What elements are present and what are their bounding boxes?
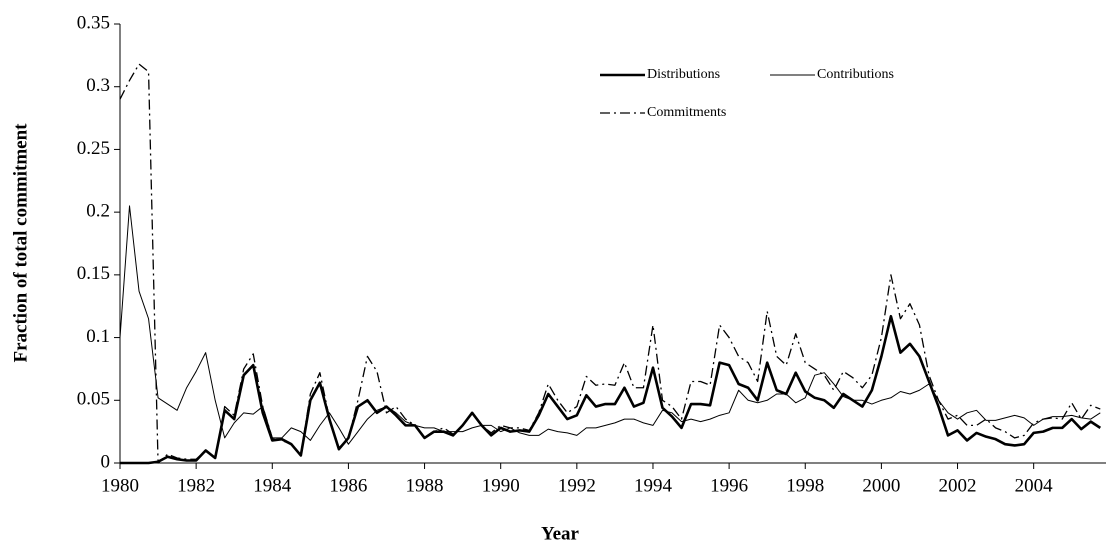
x-tick-label: 1984	[253, 475, 292, 496]
y-tick-label: 0.35	[77, 12, 110, 33]
series-line	[120, 314, 1102, 465]
x-tick-label: 1990	[482, 475, 520, 496]
x-tick-label: 1996	[710, 475, 748, 496]
x-tick-label: 1980	[101, 475, 139, 496]
y-tick-label: 0.05	[77, 389, 110, 410]
x-tick-label: 2000	[862, 475, 900, 496]
y-tick-label: 0.3	[86, 75, 110, 96]
x-tick-label: 2004	[1015, 475, 1054, 496]
y-tick-label: 0.25	[77, 138, 110, 159]
legend-label: Commitments	[647, 105, 726, 120]
x-tick-label: 1992	[558, 475, 596, 496]
series-line	[119, 63, 1101, 464]
y-tick-label: 0	[101, 451, 111, 472]
y-tick-label: 0.1	[86, 326, 110, 347]
x-tick-label: 1986	[329, 475, 367, 496]
legend-label: Distributions	[647, 67, 720, 82]
x-tick-label: 1994	[634, 475, 673, 496]
x-tick-label: 1988	[406, 475, 444, 496]
legend-label: Contributions	[817, 67, 894, 82]
x-tick-label: 1982	[177, 475, 215, 496]
y-tick-label: 0.15	[77, 263, 110, 284]
y-tick-label: 0.2	[86, 201, 110, 222]
x-tick-label: 2002	[939, 475, 977, 496]
y-axis-title: Fraction of total commitment	[10, 123, 31, 363]
x-axis-title: Year	[541, 523, 580, 544]
x-tick-label: 1998	[786, 475, 824, 496]
series-line	[119, 205, 1101, 445]
